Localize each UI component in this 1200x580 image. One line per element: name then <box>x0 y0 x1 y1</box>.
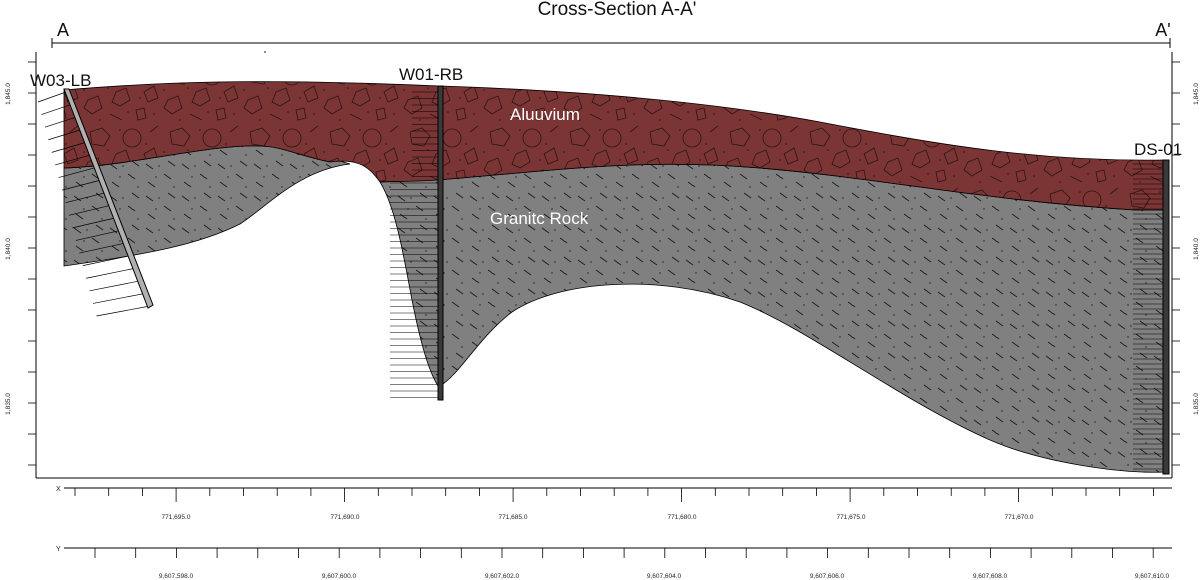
well-label-w03-lb: W03-LB <box>30 71 91 90</box>
granite-rock-west <box>379 179 439 388</box>
x-tick-label-4: 771,680.0 <box>668 514 697 521</box>
w03-hatch-line <box>65 192 106 204</box>
w03-hatch-line <box>79 242 126 254</box>
x-tick-label-6: 771,670.0 <box>1005 514 1034 521</box>
elevation-ticks-right <box>1172 61 1180 466</box>
w01-rb-borehole-hatch <box>390 91 438 398</box>
w03-hatch-line <box>86 267 136 279</box>
w03-hatch-line <box>96 305 151 317</box>
w03-hatch-line <box>58 167 96 178</box>
x-tick-label-3: 771,685.0 <box>499 514 528 521</box>
well-label-ds-01: DS-01 <box>1134 140 1182 159</box>
w03-lb-borehole-hatch <box>37 91 151 317</box>
w03-hatch-line <box>37 91 67 103</box>
y-tick-label-4: 9,607,604.0 <box>647 573 682 580</box>
y-tick-label-1: 9,607,598.0 <box>159 573 194 580</box>
w03-hatch-line <box>75 230 121 241</box>
w03-hatch-line <box>48 129 81 141</box>
w01-rb-borehole <box>437 85 444 401</box>
alluvium-layer <box>63 81 1166 211</box>
section-end-label: A' <box>1155 20 1170 40</box>
w03-hatch-line <box>68 204 111 216</box>
w03-hatch-line <box>62 179 101 191</box>
ds-01-borehole <box>1162 159 1170 475</box>
w03-hatch-line <box>92 293 146 304</box>
unit-label-alluvium: Aluuvium <box>510 105 580 124</box>
elevation-tick-label-right-3: 1,835.0 <box>1193 393 1200 415</box>
section-start-label: A <box>57 20 69 40</box>
well-label-w01-rb: W01-RB <box>399 65 463 84</box>
x-axis-ticks <box>74 488 1154 502</box>
elevation-tick-label-right-2: 1,840.0 <box>1193 238 1200 260</box>
x-tick-label-2: 771,690.0 <box>331 514 360 521</box>
x-tick-label-1: 771,695.0 <box>162 514 191 521</box>
y-tick-label-7: 9,607,610.0 <box>1135 573 1170 580</box>
x-axis-letter: X <box>56 486 61 493</box>
elevation-tick-label-right-1: 1,845.0 <box>1193 83 1200 105</box>
w03-hatch-line <box>41 104 72 115</box>
elevation-ticks-left <box>28 61 36 466</box>
y-axis-letter: Y <box>56 546 61 553</box>
ds-01-borehole-hatch <box>1133 163 1163 470</box>
y-tick-label-2: 9,607,600.0 <box>322 573 357 580</box>
y-axis-ticks <box>94 548 1154 558</box>
y-tick-label-3: 9,607,602.0 <box>485 573 520 580</box>
w03-lb-borehole <box>63 88 154 309</box>
w03-hatch-line <box>72 217 116 229</box>
elevation-tick-label-left-1: 1,845.0 <box>5 83 12 105</box>
w03-hatch-line <box>82 255 131 266</box>
w03-hatch-line <box>51 142 86 153</box>
w03-hatch-line <box>89 280 141 292</box>
elevation-tick-label-left-3: 1,835.0 <box>5 393 12 415</box>
y-tick-label-6: 9,607,608.0 <box>973 573 1008 580</box>
elevation-tick-label-left-2: 1,840.0 <box>5 238 12 260</box>
w03-hatch-line <box>55 154 91 166</box>
marker-dot <box>264 51 266 53</box>
x-tick-label-5: 771,675.0 <box>837 514 866 521</box>
section-title: Cross-Section A-A' <box>538 0 697 20</box>
y-tick-label-5: 9,607,606.0 <box>810 573 845 580</box>
w03-hatch-line <box>44 116 76 128</box>
unit-label-granite: Granitc Rock <box>490 209 589 228</box>
